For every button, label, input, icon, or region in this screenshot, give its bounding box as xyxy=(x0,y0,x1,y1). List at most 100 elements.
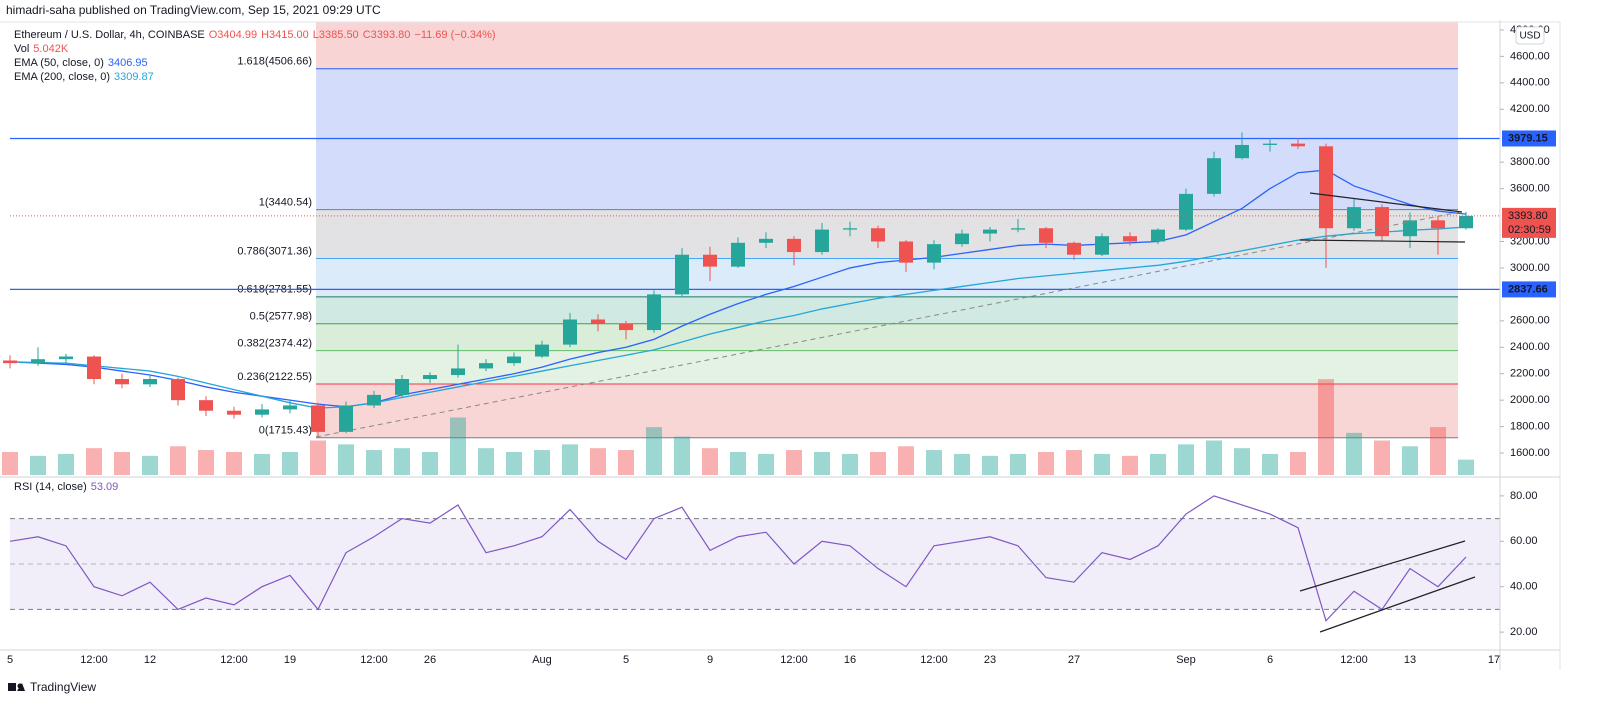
quote-item: O3404.99 xyxy=(208,29,258,41)
rsi-line xyxy=(9,495,1467,622)
volume-bar xyxy=(1178,444,1194,475)
candle-body xyxy=(591,319,605,324)
quote-item: C3393.80 xyxy=(362,29,411,41)
fib-zone xyxy=(316,22,1458,69)
currency-button[interactable] xyxy=(1515,26,1545,45)
candle-body xyxy=(843,228,857,230)
fib-label: 0.382(2374.42) xyxy=(237,338,312,350)
volume-bar xyxy=(1038,452,1054,475)
candle-body xyxy=(871,228,885,242)
candle-body xyxy=(115,379,129,385)
y-tick-label: 2400.00 xyxy=(1510,341,1550,353)
candle-body xyxy=(87,356,101,380)
fib-label: 0(1715.43) xyxy=(259,425,312,437)
volume-bar xyxy=(198,450,214,475)
volume-bar xyxy=(1318,379,1334,475)
channel-line xyxy=(1299,540,1466,592)
candle-body xyxy=(1123,236,1137,242)
candle-body xyxy=(1151,229,1165,242)
volume-bar xyxy=(702,448,718,475)
volume-bar xyxy=(170,446,186,475)
volume-bar xyxy=(1346,432,1362,475)
volume-bar xyxy=(1066,450,1082,475)
volume-bar xyxy=(534,450,550,475)
candle-body xyxy=(31,359,45,364)
quote-item: −11.69 (−0.34%) xyxy=(414,29,496,41)
volume-bar xyxy=(310,440,326,475)
candle-body xyxy=(1375,207,1389,237)
triangle-line xyxy=(1309,192,1463,213)
volume-bar xyxy=(254,453,270,475)
x-tick-label: 27 xyxy=(1068,654,1080,666)
volume-bar xyxy=(114,452,130,475)
candle-body xyxy=(787,238,801,253)
volume-bar xyxy=(646,427,662,475)
y-tick-label: 3200.00 xyxy=(1510,235,1550,247)
volume-bar xyxy=(1430,427,1446,475)
candle-body xyxy=(899,241,913,263)
candle-body xyxy=(199,400,213,411)
candle-body xyxy=(1431,220,1445,229)
x-tick-label: 16 xyxy=(844,654,856,666)
candle-body xyxy=(367,394,381,406)
vol-value: 5.042K xyxy=(33,43,69,55)
candle-body xyxy=(1459,215,1473,229)
vol-name: Vol xyxy=(14,43,30,55)
candle-body xyxy=(983,229,997,234)
volume-bar xyxy=(814,452,830,475)
volume-bar xyxy=(1150,453,1166,475)
volume-bar xyxy=(618,450,634,475)
volume-bar xyxy=(226,452,242,475)
x-tick-label: 12:00 xyxy=(360,654,388,666)
candle-body xyxy=(311,405,325,432)
x-tick-label: 9 xyxy=(707,654,713,666)
fib-label: 0.236(2122.55) xyxy=(237,371,312,383)
legend-vol: Vol 5.042K xyxy=(14,43,72,55)
candle-body xyxy=(1095,236,1109,255)
candle-body xyxy=(675,254,689,295)
candle-body xyxy=(423,375,437,380)
volume-bar xyxy=(478,448,494,475)
x-tick-label: 12:00 xyxy=(920,654,948,666)
ema-line xyxy=(9,169,1467,408)
candle-body xyxy=(535,344,549,357)
rsi-name: RSI (14, close) xyxy=(14,481,87,493)
candle-body xyxy=(451,368,465,376)
symbol: Ethereum / U.S. Dollar, 4h, COINBASE xyxy=(14,29,205,41)
y-tick-label: 3000.00 xyxy=(1510,262,1550,274)
candle-body xyxy=(283,405,297,410)
x-tick-label: 12:00 xyxy=(80,654,108,666)
candle-body xyxy=(619,323,633,331)
y-tick-label: 1600.00 xyxy=(1510,447,1550,459)
candle-body xyxy=(1179,193,1193,230)
y-tick-label: 2200.00 xyxy=(1510,368,1550,380)
candle-body xyxy=(507,356,521,364)
fib-zone xyxy=(316,383,1458,438)
x-tick-label: 12:00 xyxy=(220,654,248,666)
volume-bar xyxy=(1402,446,1418,475)
volume-bar xyxy=(338,444,354,475)
candle-body xyxy=(255,409,269,415)
candle-body xyxy=(759,238,773,243)
volume-bar xyxy=(1094,453,1110,475)
volume-bar xyxy=(1122,455,1138,475)
ema-name: EMA (200, close, 0) xyxy=(14,71,110,83)
fib-zone xyxy=(316,258,1458,297)
x-tick-label: 12 xyxy=(144,654,156,666)
legend-rsi: RSI (14, close) 53.09 xyxy=(14,481,122,493)
x-tick-label: 5 xyxy=(623,654,629,666)
candle-body xyxy=(1235,144,1249,159)
volume-bar xyxy=(30,455,46,475)
brand-logo xyxy=(8,683,25,691)
last-price-box xyxy=(1502,207,1556,238)
y-tick-label: 40.00 xyxy=(1510,581,1538,593)
candle-body xyxy=(227,410,241,415)
rsi-value: 53.09 xyxy=(90,481,119,493)
y-tick-label: 3600.00 xyxy=(1510,183,1550,195)
volume-bar xyxy=(870,452,886,475)
candle-body xyxy=(143,379,157,385)
price-line-box xyxy=(1502,281,1556,298)
volume-bar xyxy=(86,448,102,475)
volume-bar xyxy=(1262,453,1278,475)
y-tick-label: 3800.00 xyxy=(1510,156,1550,168)
